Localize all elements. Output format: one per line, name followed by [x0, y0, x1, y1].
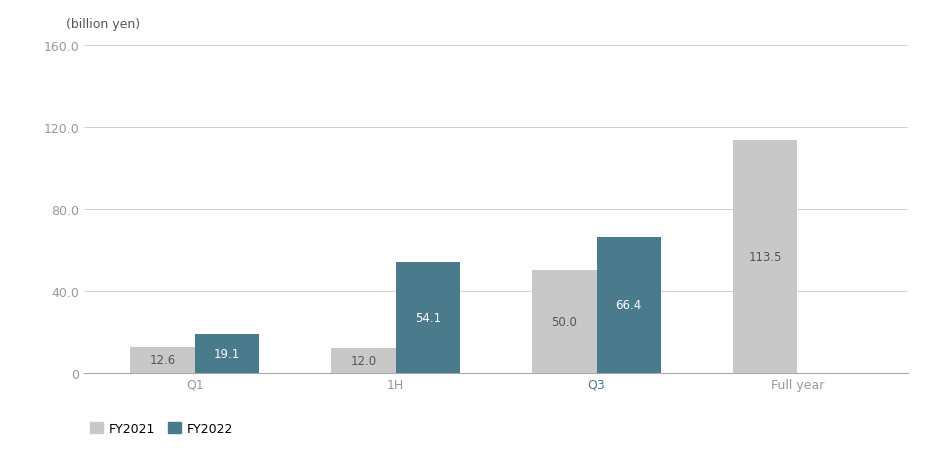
Bar [396, 263, 460, 373]
Bar [331, 349, 396, 373]
Bar [130, 347, 195, 373]
Bar [733, 141, 797, 373]
Text: 113.5: 113.5 [749, 250, 782, 263]
Text: 50.0: 50.0 [551, 315, 578, 329]
Bar [195, 334, 259, 373]
Text: 19.1: 19.1 [213, 347, 240, 360]
Bar [533, 271, 596, 373]
Bar [596, 237, 661, 373]
Text: 66.4: 66.4 [616, 298, 642, 312]
Text: 54.1: 54.1 [415, 311, 441, 324]
Text: 12.0: 12.0 [350, 354, 376, 367]
Text: (billion yen): (billion yen) [66, 18, 139, 31]
Text: 12.6: 12.6 [150, 354, 176, 367]
Legend: FY2021, FY2022: FY2021, FY2022 [91, 422, 233, 435]
